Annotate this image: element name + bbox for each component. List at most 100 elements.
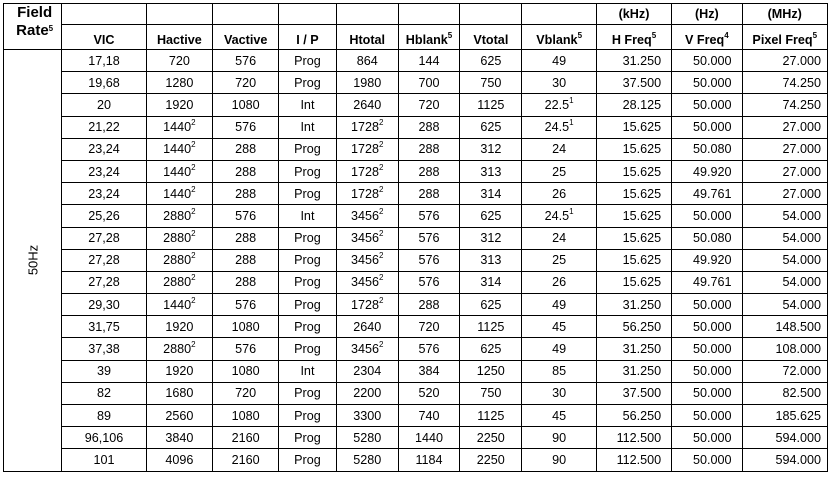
cell-value: 2640 [353,97,382,112]
cell-value: 39 [96,364,111,379]
hblank-cell: 576 [397,270,461,295]
vic-cell: 37,38 [61,337,147,361]
cell-value: 3456 [350,253,380,268]
hblank-cell: 576 [397,337,461,361]
cell-value: 2640 [353,319,382,334]
cell-value: 15.625 [622,231,662,246]
interlace-cell: Int [278,93,337,117]
cell-value: 288 [235,275,257,290]
cell-value: 108.000 [775,342,821,357]
hactive-cell: 14402 [145,115,214,139]
vactive-cell: 2160 [211,448,280,472]
column-header-footnote: 5 [447,31,453,40]
cell-value: 24.5 [544,208,570,223]
unit-hactive [145,3,214,25]
field-rate-header: Field Rate5 [2,3,63,50]
hblank-cell: 576 [397,226,461,250]
pixel-freq-cell: 108.000 [741,337,829,361]
hactive-cell: 14402 [145,293,214,317]
unit-vtotal [459,3,523,25]
cell-value: 313 [480,253,502,268]
hactive-cell: 1920 [145,93,214,117]
vfreq-cell: 49.920 [671,248,743,272]
video-timing-table: Field Rate5 (kHz) (Hz) (MHz) VIC Hactive V… [2,3,829,472]
cell-value: 1920 [165,319,194,334]
cell-value: 24 [552,231,567,246]
hblank-cell: 288 [397,115,461,139]
hblank-cell: 144 [397,48,461,73]
cell-value: 2250 [476,452,505,467]
cell-value: 288 [418,297,440,312]
pixel-freq-cell: 594.000 [741,448,829,472]
cell-value: Int [300,97,315,112]
htotal-cell: 17282 [335,159,399,184]
cell-value: 384 [418,364,440,379]
hfreq-cell: 15.625 [595,159,673,184]
vblank-cell: 24 [521,226,597,250]
cell-footnote: 2 [379,273,384,283]
vfreq-cell: 50.000 [671,381,743,406]
column-header-label: Pixel Freq [752,33,813,47]
cell-value: 3456 [350,342,380,357]
table-row: 25,26 28802 576 Int 34562 576 625 24.51 15.625 50… [4,204,829,228]
interlace-cell: Int [278,115,337,139]
cell-value: 720 [418,97,440,112]
vic-cell: 23,24 [61,137,147,161]
pixel-freq-cell: 27.000 [741,159,829,184]
vfreq-cell: 50.000 [671,71,743,95]
cell-value: 26 [552,186,567,201]
vfreq-cell: 50.000 [671,359,743,383]
hactive-cell: 28802 [145,226,214,250]
pixel-freq-cell: 27.000 [741,182,829,206]
cell-value: 1680 [165,386,194,401]
vfreq-cell: 49.920 [671,159,743,184]
unit-vblank [521,3,597,25]
cell-value: 27,28 [88,231,120,246]
vblank-cell: 24 [521,137,597,161]
vtotal-cell: 313 [459,159,523,184]
vtotal-cell: 314 [459,270,523,295]
vactive-cell: 1080 [211,359,280,383]
cell-value: 37.500 [622,386,662,401]
cell-value: 27.000 [782,186,821,201]
cell-value: Int [300,120,315,135]
cell-value: 750 [480,75,502,90]
vactive-cell: 288 [211,248,280,272]
hblank-cell: 576 [397,204,461,228]
cell-value: 74.250 [782,97,821,112]
table-row: 96,106 3840 2160 Prog 5280 1440 2250 90 112.500 5… [4,426,829,450]
hblank-cell: 288 [397,182,461,206]
cell-value: 288 [418,120,440,135]
hblank-cell: 288 [397,159,461,184]
cell-value: Prog [294,386,321,401]
table-row: 29,30 14402 576 Prog 17282 288 625 49 31.250 50.0… [4,293,829,317]
vfreq-cell: 50.000 [671,448,743,472]
cell-footnote: 2 [379,162,384,172]
interlace-cell: Prog [278,403,337,428]
interlace-cell: Prog [278,337,337,361]
htotal-cell: 34562 [335,204,399,228]
vactive-cell: 576 [211,337,280,361]
hblank-cell: 1440 [397,426,461,450]
cell-value: 31.250 [622,342,662,357]
vic-cell: 101 [61,448,147,472]
table-row: 19,68 1280 720 Prog 1980 700 750 30 37.500 50.000… [4,71,829,95]
hblank-cell: 720 [397,315,461,339]
cell-value: 19,68 [88,75,120,90]
field-rate-label-2: Rate [16,22,49,39]
cell-value: 720 [235,75,257,90]
interlace-cell: Prog [278,226,337,250]
cell-value: 144 [418,53,440,68]
table-row: 23,24 14402 288 Prog 17282 288 313 25 15.625 49.9… [4,159,829,184]
cell-value: 720 [235,386,257,401]
cell-value: 49.761 [692,275,732,290]
hactive-cell: 14402 [145,182,214,206]
table-row: 27,28 28802 288 Prog 34562 576 312 24 15.625 50.0… [4,226,829,250]
column-header-footnote: 5 [577,31,583,40]
unit-htotal [335,3,399,25]
cell-value: 49 [552,297,567,312]
hactive-cell: 28802 [145,204,214,228]
cell-value: 288 [235,164,257,179]
htotal-cell: 34562 [335,270,399,295]
table-row: 37,38 28802 576 Prog 34562 576 625 49 31.250 50.0… [4,337,829,361]
